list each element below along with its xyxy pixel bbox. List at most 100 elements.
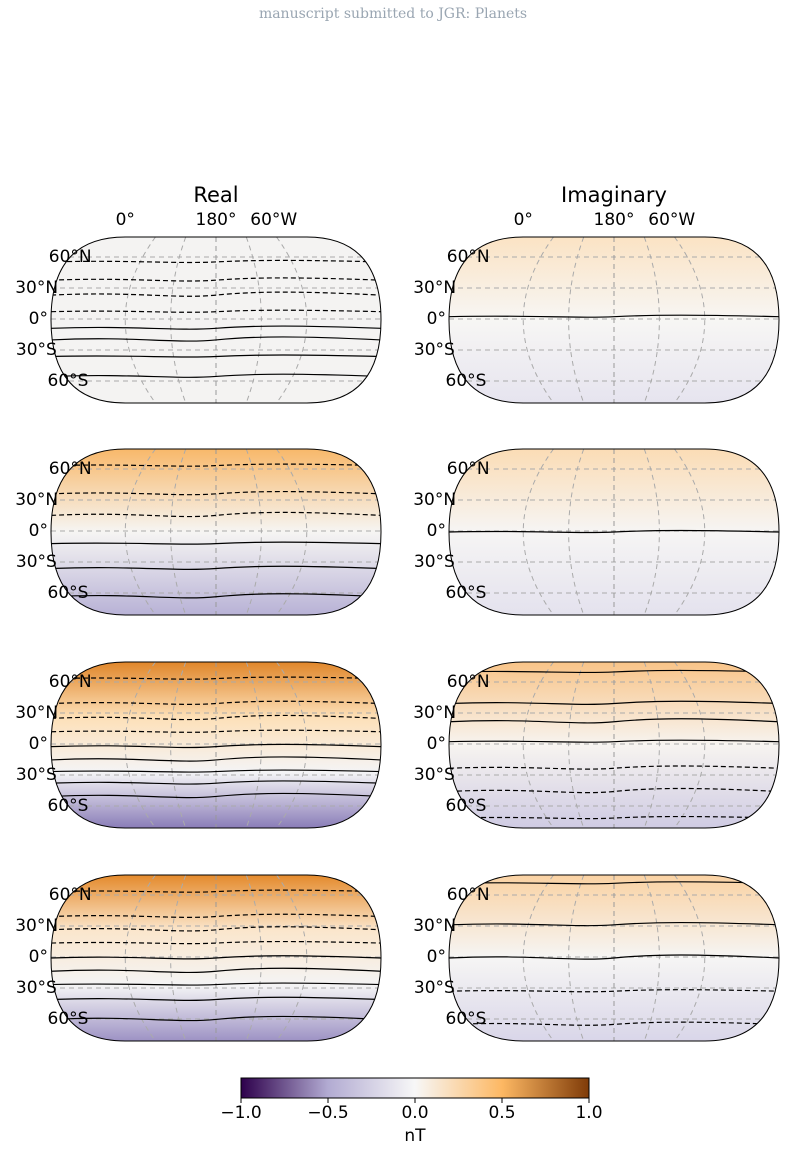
meridian <box>245 449 262 615</box>
meridian <box>170 237 187 403</box>
map-outline <box>448 236 780 404</box>
contour <box>51 967 381 974</box>
meridian <box>568 875 585 1041</box>
lat-label: 60°S <box>48 583 89 603</box>
lat-label: 60°N <box>447 672 490 692</box>
contour <box>449 718 779 724</box>
contour <box>51 792 381 799</box>
contour <box>51 541 381 545</box>
lat-label: 60°S <box>48 371 89 391</box>
lat-label: 60°N <box>49 672 92 692</box>
contour <box>51 676 381 680</box>
contour <box>51 354 381 358</box>
contour <box>51 926 381 932</box>
contour <box>51 277 381 282</box>
contour <box>51 291 381 297</box>
meridian <box>643 662 660 828</box>
lat-label: 30°S <box>414 552 455 572</box>
contour <box>51 996 381 1001</box>
contour <box>51 729 381 733</box>
lat-label: 0° <box>427 309 446 329</box>
meridian <box>568 662 585 828</box>
contour <box>51 913 381 918</box>
map-panel <box>449 237 779 403</box>
lat-label: 60°S <box>48 796 89 816</box>
lon-label: 60°W <box>648 210 695 230</box>
contour <box>51 743 381 749</box>
map-panel <box>449 449 779 615</box>
map-outline <box>448 874 780 1042</box>
contour <box>51 955 381 960</box>
lat-label: 30°S <box>16 978 57 998</box>
colorbar-tick-label: −0.5 <box>307 1103 348 1123</box>
contour <box>51 769 381 773</box>
contour <box>449 989 779 993</box>
meridian <box>674 875 706 1041</box>
contour <box>51 780 381 785</box>
contour <box>51 325 381 330</box>
lat-label: 60°N <box>49 247 92 267</box>
meridian <box>643 449 660 615</box>
header: manuscript submitted to JGR: Planets <box>259 6 527 22</box>
lat-label: 60°S <box>446 583 487 603</box>
meridian <box>522 662 554 828</box>
map-panel <box>51 237 381 403</box>
contour <box>51 490 381 496</box>
colorbar-tick-label: 1.0 <box>575 1103 602 1123</box>
lat-label: 0° <box>29 947 48 967</box>
contour <box>449 1021 779 1026</box>
contour <box>51 700 381 705</box>
contour <box>51 565 381 570</box>
contour <box>449 529 779 534</box>
map-outline <box>448 448 780 616</box>
contour <box>449 815 779 820</box>
lat-label: 30°S <box>414 978 455 998</box>
lat-label: 30°N <box>413 703 456 723</box>
map-outline <box>50 448 382 616</box>
meridian <box>276 662 308 828</box>
contour <box>449 669 779 674</box>
map-outline <box>50 874 382 1042</box>
lat-label: 0° <box>29 309 48 329</box>
contour <box>449 921 779 927</box>
lat-label: 30°N <box>15 490 58 510</box>
contour <box>51 982 381 986</box>
contour <box>51 714 381 721</box>
lat-label: 30°S <box>414 765 455 785</box>
contour <box>51 1015 381 1022</box>
contour <box>449 881 779 885</box>
meridian <box>276 449 308 615</box>
contour <box>449 954 779 960</box>
map-outline <box>50 236 382 404</box>
contour <box>51 511 381 518</box>
meridian <box>124 875 156 1041</box>
map-panel <box>51 449 381 615</box>
contour <box>449 314 779 318</box>
contour <box>449 739 779 743</box>
map-panel <box>449 662 779 828</box>
colorbar-tick-label: −1.0 <box>220 1103 261 1123</box>
meridian <box>674 449 706 615</box>
meridian <box>245 875 262 1041</box>
lat-label: 30°S <box>16 765 57 785</box>
lat-label: 30°N <box>413 278 456 298</box>
lat-label: 30°N <box>413 916 456 936</box>
lat-label: 60°S <box>446 796 487 816</box>
meridian <box>170 662 187 828</box>
lat-label: 60°N <box>49 885 92 905</box>
contour <box>51 756 381 762</box>
meridian <box>643 237 660 403</box>
colorbar-label: nT <box>404 1126 426 1146</box>
meridian <box>170 449 187 615</box>
map-outline <box>50 661 382 829</box>
lat-label: 30°N <box>15 278 58 298</box>
contour <box>449 765 779 770</box>
contour <box>51 373 381 378</box>
lat-label: 60°S <box>446 1009 487 1029</box>
meridian <box>245 237 262 403</box>
lat-label: 0° <box>29 734 48 754</box>
meridian <box>674 237 706 403</box>
lon-label: 0° <box>116 210 135 230</box>
meridian <box>568 237 585 403</box>
